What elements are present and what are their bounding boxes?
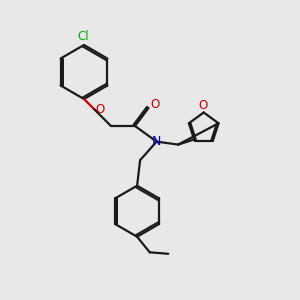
Text: Cl: Cl bbox=[78, 30, 89, 43]
Text: N: N bbox=[152, 135, 161, 148]
Text: O: O bbox=[95, 103, 104, 116]
Text: O: O bbox=[199, 99, 208, 112]
Text: O: O bbox=[151, 98, 160, 111]
